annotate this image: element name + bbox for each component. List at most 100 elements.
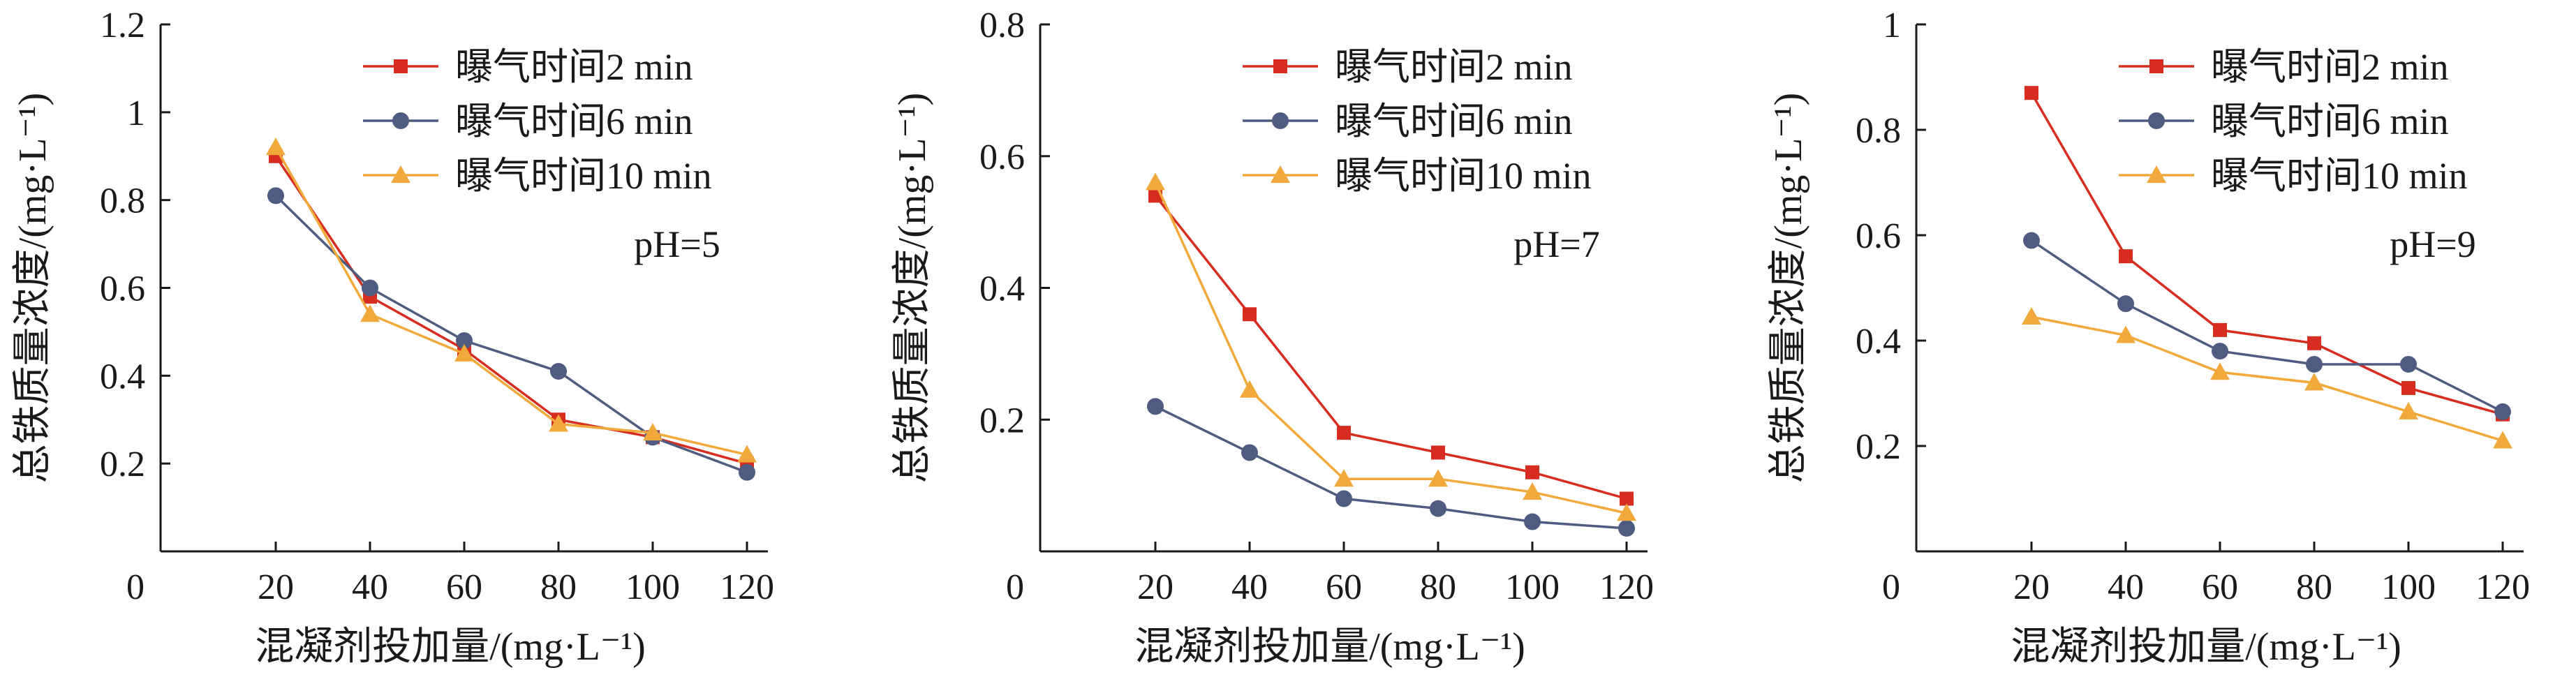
data-point xyxy=(2116,325,2135,343)
series-3 xyxy=(2022,307,2512,449)
legend-label: 曝气时间10 min xyxy=(455,155,712,197)
data-point xyxy=(2399,401,2418,419)
data-point xyxy=(1430,500,1446,517)
series-3 xyxy=(1146,172,1636,521)
data-point xyxy=(1334,469,1354,487)
x-tick-label: 80 xyxy=(1420,567,1456,607)
y-tick-label: 0.2 xyxy=(1856,427,1901,467)
series-2 xyxy=(1147,398,1635,537)
legend-marker xyxy=(1272,112,1289,129)
x-tick-label: 40 xyxy=(1231,567,1268,607)
data-point xyxy=(2401,380,2415,395)
x-tick-label: 0 xyxy=(126,567,145,607)
data-point xyxy=(1146,172,1165,191)
legend: 曝气时间2 min 曝气时间6 min 曝气时间10 min xyxy=(363,46,712,197)
data-point xyxy=(2119,249,2133,264)
data-point xyxy=(266,137,286,156)
y-tick-label: 0.2 xyxy=(979,401,1025,440)
series-line xyxy=(2031,239,2503,413)
x-tick-label: 100 xyxy=(626,567,680,607)
x-axis-title: 混凝剂投加量/(mg·L⁻¹) xyxy=(255,625,646,669)
ph-annotation: pH=5 xyxy=(634,223,720,265)
series-line xyxy=(274,195,748,474)
y-tick-label: 0.4 xyxy=(979,269,1025,309)
series-line xyxy=(274,147,748,456)
legend-marker xyxy=(1273,59,1287,73)
x-tick-label: 80 xyxy=(2296,567,2332,607)
legend-label: 曝气时间6 min xyxy=(2211,101,2449,142)
data-point xyxy=(2024,86,2038,101)
data-point xyxy=(1525,465,1539,479)
data-point xyxy=(2022,307,2041,325)
legend-label: 曝气时间2 min xyxy=(2211,46,2449,88)
ph-annotation: pH=9 xyxy=(2390,223,2475,265)
legend-marker xyxy=(2149,59,2163,73)
x-tick-label: 120 xyxy=(2475,567,2530,607)
x-axis-title: 混凝剂投加量/(mg·L⁻¹) xyxy=(1134,625,1525,669)
data-point xyxy=(454,343,474,362)
data-point xyxy=(2212,343,2228,360)
y-tick-label: 0.2 xyxy=(100,445,145,484)
data-point xyxy=(2117,295,2134,313)
y-axis-title: 总铁质量浓度/(mg·L⁻¹) xyxy=(1767,93,1810,484)
data-point xyxy=(2493,431,2512,449)
data-point xyxy=(2307,336,2321,350)
legend-label: 曝气时间6 min xyxy=(455,101,693,142)
series-line xyxy=(274,155,748,465)
legend-marker xyxy=(2148,112,2165,129)
legend-label: 曝气时间2 min xyxy=(455,46,693,88)
legend-marker xyxy=(391,165,410,183)
y-tick-label: 0.6 xyxy=(1856,216,1901,256)
x-tick-label: 0 xyxy=(1882,567,1900,607)
data-point xyxy=(1335,490,1352,507)
x-tick-label: 80 xyxy=(540,567,577,607)
data-point xyxy=(2400,355,2417,373)
series-line xyxy=(1154,195,1627,500)
data-point xyxy=(2306,355,2323,373)
ph-annotation: pH=7 xyxy=(1513,223,1599,265)
x-tick-label: 40 xyxy=(352,567,388,607)
y-axis-title: 总铁质量浓度/(mg·L⁻¹) xyxy=(11,93,54,484)
data-point xyxy=(1243,307,1257,322)
data-point xyxy=(1241,444,1258,461)
series-1 xyxy=(1148,188,1634,506)
y-tick-label: 0.4 xyxy=(1856,322,1901,362)
data-point xyxy=(456,332,473,349)
x-tick-label: 100 xyxy=(2381,567,2436,607)
x-tick-label: 40 xyxy=(2108,567,2144,607)
x-tick-label: 60 xyxy=(446,567,482,607)
data-point xyxy=(1240,380,1259,398)
series-2 xyxy=(267,187,755,481)
x-tick-label: 20 xyxy=(258,567,294,607)
series-line xyxy=(2031,315,2503,442)
legend-marker xyxy=(394,59,408,73)
y-tick-label: 1.2 xyxy=(100,6,145,45)
data-point xyxy=(2023,232,2040,249)
series-2 xyxy=(2023,232,2511,420)
x-tick-label: 20 xyxy=(2013,567,2050,607)
legend-marker xyxy=(2147,165,2166,183)
x-axis-title: 混凝剂投加量/(mg·L⁻¹) xyxy=(2011,625,2401,669)
y-axis-title: 总铁质量浓度/(mg·L⁻¹) xyxy=(891,93,934,484)
data-point xyxy=(2494,403,2511,420)
data-point xyxy=(1428,469,1448,487)
data-point xyxy=(2304,373,2324,391)
data-point xyxy=(1617,503,1636,521)
data-point xyxy=(643,423,662,441)
data-point xyxy=(739,463,755,481)
data-point xyxy=(1523,482,1542,500)
chart-panel-1: 0.2 0.4 0.6 0.8 1 1.2 0 20 40 60 80 100 120 混凝剂投加量/(m… xyxy=(11,6,774,669)
legend-marker xyxy=(1271,165,1290,183)
data-point xyxy=(2210,362,2230,380)
x-tick-label: 100 xyxy=(1505,567,1560,607)
data-point xyxy=(549,414,568,432)
y-tick-label: 0.6 xyxy=(979,137,1025,177)
legend-label: 曝气时间6 min xyxy=(1335,101,1573,142)
x-tick-label: 0 xyxy=(1006,567,1024,607)
data-point xyxy=(1618,519,1635,537)
y-tick-label: 1 xyxy=(127,94,145,133)
series-1 xyxy=(269,149,754,471)
x-tick-label: 120 xyxy=(1599,567,1654,607)
data-point xyxy=(1337,426,1351,440)
